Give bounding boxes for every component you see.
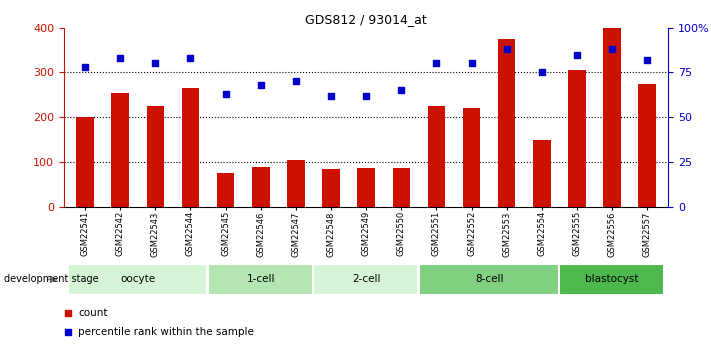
Bar (217, 173, 235, 207)
Bar (146, 106, 164, 207)
Text: 1-cell: 1-cell (247, 274, 275, 284)
Bar (358, 168, 375, 207)
Point (255, 82, 267, 88)
Point (220, 91, 231, 97)
Text: oocyte: oocyte (120, 274, 155, 284)
Bar (463, 108, 481, 207)
Bar (419, 264, 559, 295)
Bar (498, 39, 515, 207)
Bar (287, 160, 305, 207)
Point (641, 57, 653, 63)
Point (395, 88, 407, 93)
Bar (392, 168, 410, 207)
Point (466, 61, 477, 66)
Bar (182, 88, 199, 207)
Bar (76, 117, 94, 207)
Point (572, 52, 583, 57)
Bar (568, 70, 586, 207)
Point (431, 61, 442, 66)
Text: blastocyst: blastocyst (585, 274, 639, 284)
Text: 8-cell: 8-cell (475, 274, 503, 284)
Text: 2-cell: 2-cell (352, 274, 380, 284)
Text: percentile rank within the sample: percentile rank within the sample (78, 327, 254, 337)
Bar (560, 264, 664, 295)
Bar (322, 169, 340, 207)
Text: count: count (78, 308, 107, 318)
Point (326, 93, 337, 99)
Point (501, 46, 513, 52)
Bar (314, 264, 418, 295)
Point (114, 55, 126, 61)
Point (185, 55, 196, 61)
Point (80, 64, 91, 70)
Bar (638, 83, 656, 207)
Bar (533, 140, 550, 207)
Text: development stage: development stage (4, 275, 98, 284)
Title: GDS812 / 93014_at: GDS812 / 93014_at (305, 13, 427, 27)
Bar (604, 29, 621, 207)
Point (290, 79, 301, 84)
Point (360, 93, 372, 99)
Bar (68, 264, 208, 295)
Point (606, 46, 618, 52)
Bar (427, 106, 445, 207)
Bar (112, 92, 129, 207)
Point (149, 61, 161, 66)
Point (62, 329, 73, 335)
Point (62, 310, 73, 316)
Bar (252, 167, 269, 207)
Point (536, 70, 547, 75)
Bar (208, 264, 313, 295)
